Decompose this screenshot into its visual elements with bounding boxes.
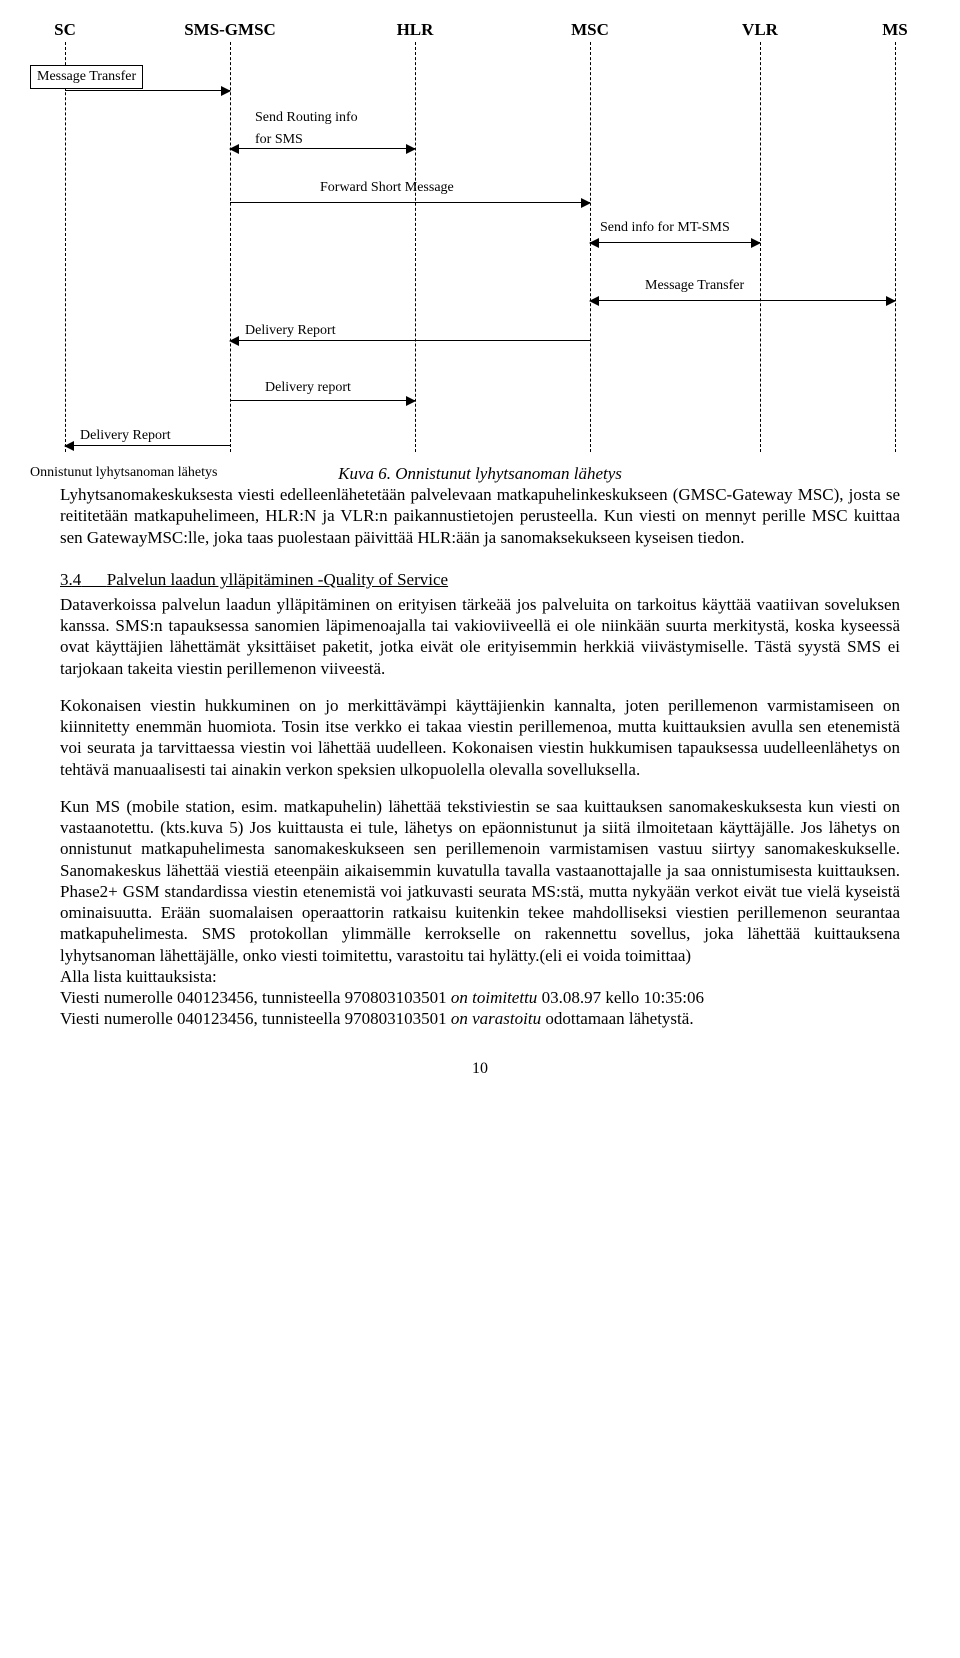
arrow-7 [230, 400, 415, 401]
msg-label-8: Delivery Report [80, 428, 171, 444]
arrow-8 [65, 445, 230, 446]
arrow-6 [230, 340, 590, 341]
msg-label-6: Delivery Report [245, 323, 336, 339]
lane-label-ms: MS [882, 20, 908, 40]
section-title: Palvelun laadun ylläpitäminen -Quality o… [107, 570, 448, 589]
section-heading: 3.4 Palvelun laadun ylläpitäminen -Quali… [60, 570, 900, 590]
lifeline-gmsc [230, 42, 231, 452]
lane-label-hlr: HLR [397, 20, 434, 40]
arrow-1 [230, 148, 415, 149]
para-receipts: Kun MS (mobile station, esim. matkapuhel… [60, 796, 900, 1030]
message-transfer-box: Message Transfer [30, 65, 143, 89]
lifeline-ms [895, 42, 896, 452]
arrow-0 [65, 90, 230, 91]
arrow-4 [590, 242, 760, 243]
lane-label-sc: SC [54, 20, 76, 40]
lane-label-vlr: VLR [742, 20, 778, 40]
para-qos-2: Kokonaisen viestin hukkuminen on jo merk… [60, 695, 900, 780]
msg-label-4: Send info for MT-SMS [600, 220, 730, 236]
sms-sequence-diagram: SCSMS-GMSCHLRMSCVLRMSMessage TransferOnn… [60, 20, 900, 460]
lane-label-msc: MSC [571, 20, 609, 40]
section-number: 3.4 [60, 570, 81, 589]
diagram-footer-label: Onnistunut lyhytsanoman lähetys [30, 465, 217, 481]
msg-label-3: Forward Short Message [320, 180, 454, 196]
msg-label-7: Delivery report [265, 380, 351, 396]
para-intro: Lyhytsanomakeskuksesta viesti edelleenlä… [60, 484, 900, 548]
arrow-3 [230, 202, 590, 203]
msg-label-2: for SMS [255, 132, 303, 148]
page-number: 10 [60, 1060, 900, 1078]
arrow-5 [590, 300, 895, 301]
lifeline-sc [65, 42, 66, 452]
lifeline-hlr [415, 42, 416, 452]
para-qos-1: Dataverkoissa palvelun laadun ylläpitämi… [60, 594, 900, 679]
msg-label-1: Send Routing info [255, 110, 358, 126]
msg-label-5: Message Transfer [645, 278, 744, 294]
lane-label-gmsc: SMS-GMSC [184, 20, 276, 40]
